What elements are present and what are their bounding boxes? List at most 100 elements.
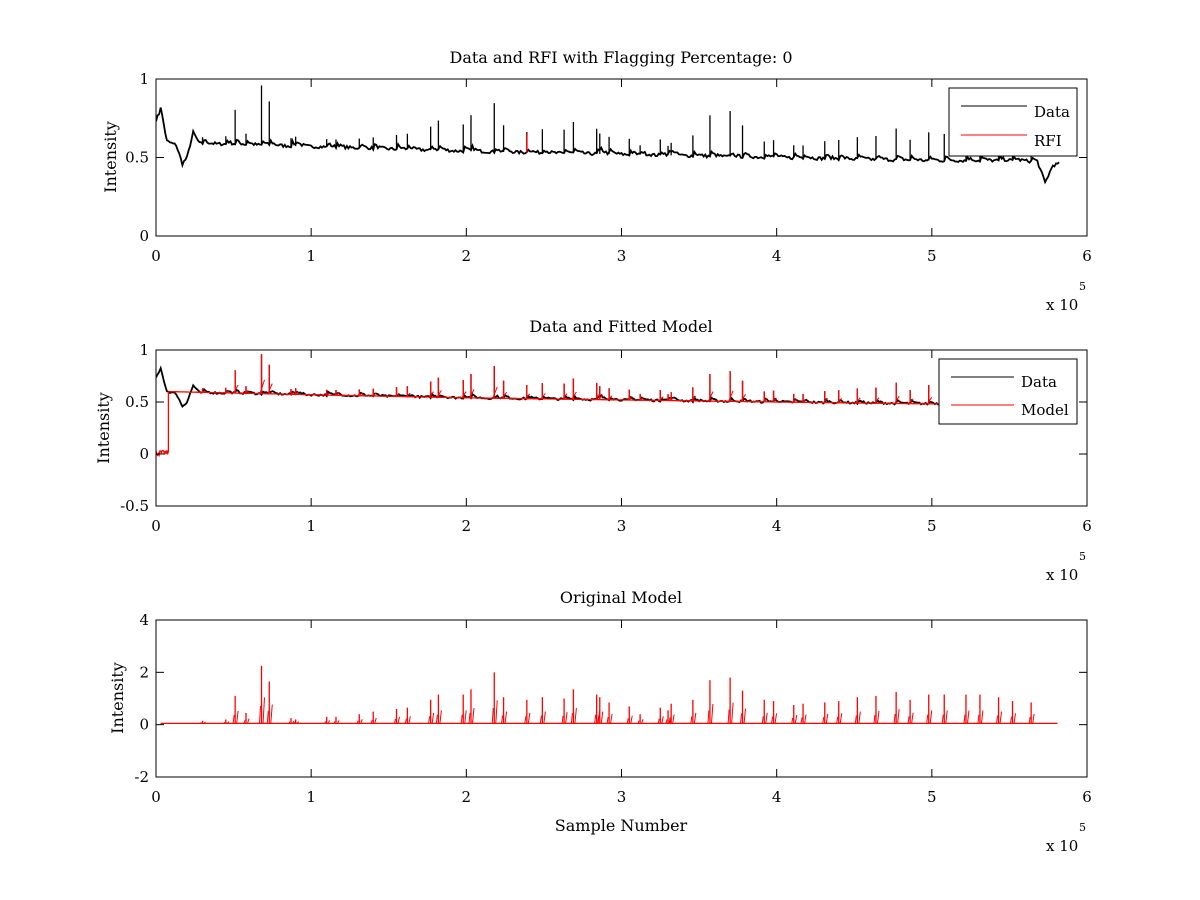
model-spike-shoulder xyxy=(504,711,508,724)
plot-area xyxy=(156,354,948,458)
panel-data-and-fitted-model: Data and Fitted Model 0 1 2 3 4 5 6-0.500.51 I… xyxy=(94,317,1092,584)
model-spike-shoulder xyxy=(740,713,743,724)
model-spike-shoulder xyxy=(929,710,933,724)
y-tick-label: 0 xyxy=(139,227,149,245)
model-spike-shoulder xyxy=(839,713,843,724)
model-spike-shoulder xyxy=(394,718,396,724)
model-spike-shoulder xyxy=(1010,716,1013,724)
model-spike-shoulder xyxy=(966,710,970,724)
model-spike-shoulder xyxy=(428,716,431,724)
legend: Data Model xyxy=(938,358,1078,425)
model-spike-shoulder xyxy=(693,712,697,724)
y-tick-label: 0.5 xyxy=(125,393,149,411)
model-spike-shoulder xyxy=(876,710,880,724)
model-spike-shoulder xyxy=(200,722,202,724)
x-multiplier-exponent: 5 xyxy=(1079,280,1086,293)
model-spike-shoulder xyxy=(337,720,340,724)
model-spike-shoulder xyxy=(371,392,377,397)
model-spike-shoulder xyxy=(565,712,568,724)
model-spike-shoulder xyxy=(539,715,542,724)
x-tick-label: 0 xyxy=(151,517,161,535)
model-spike-shoulder xyxy=(626,718,629,724)
series-group xyxy=(156,85,1060,185)
model-spike-shoulder xyxy=(244,390,250,394)
model-spike-shoulder xyxy=(324,392,330,396)
model-spike-shoulder xyxy=(627,395,633,401)
model-spike-shoulder xyxy=(854,715,857,724)
model-spike-shoulder xyxy=(641,719,644,724)
model-spike-shoulder xyxy=(804,714,807,724)
model-spike-shoulder xyxy=(495,700,498,724)
y-tick-label: 1 xyxy=(139,70,149,88)
model-spike-shoulder xyxy=(690,716,693,724)
model-spike-shoulder xyxy=(996,715,999,724)
model-spike-shoulder xyxy=(247,718,250,724)
axes-box xyxy=(155,619,1088,778)
model-spike-shoulder xyxy=(594,714,597,724)
model-spike-shoulder xyxy=(836,716,839,724)
x-tick-label: 6 xyxy=(1082,247,1092,265)
model-spike-shoulder xyxy=(727,709,730,724)
model-spike-shoulder xyxy=(431,712,435,724)
x-tick-label: 5 xyxy=(927,247,937,265)
x-multiplier-base: x 10 xyxy=(1046,296,1078,314)
model-spike-shoulder xyxy=(259,379,265,394)
model-spike-shoulder xyxy=(288,721,291,724)
x-axis-label: Sample Number xyxy=(555,816,688,835)
model-spike-shoulder xyxy=(771,397,777,403)
model-spike-shoulder xyxy=(293,721,296,724)
model-spike-shoulder xyxy=(669,397,675,402)
data-series-line xyxy=(156,107,1060,185)
x-tick-label: 3 xyxy=(617,247,627,265)
model-spike-shoulder xyxy=(874,397,880,404)
model-spike-shoulder xyxy=(771,716,774,724)
x-tick-label: 1 xyxy=(306,517,316,535)
model-spike-shoulder xyxy=(226,721,230,724)
model-spike-shoulder xyxy=(570,713,573,724)
x-tick-label: 3 xyxy=(617,517,627,535)
model-spike-shoulder xyxy=(999,711,1003,724)
model-spike-shoulder xyxy=(822,716,825,724)
model-spike-shoulder xyxy=(356,720,359,724)
x-tick-label: 2 xyxy=(462,788,472,806)
model-spike-shoulder xyxy=(1013,713,1017,724)
model-spike-shoulder xyxy=(460,714,463,724)
model-spike-shoulder xyxy=(232,715,235,724)
model-spike-shoulder xyxy=(762,397,768,403)
model-spike-shoulder xyxy=(597,715,600,724)
model-spike-shoulder xyxy=(428,391,435,398)
model-spike-shoulder xyxy=(405,392,411,398)
model-spike-shoulder xyxy=(233,384,239,394)
model-spike-shoulder xyxy=(574,708,577,724)
panel-title: Data and Fitted Model xyxy=(529,317,712,336)
model-spike-shoulder xyxy=(707,710,710,724)
model-spike-shoulder xyxy=(562,393,568,400)
model-spike-shoulder xyxy=(270,704,273,724)
model-spike-shoulder xyxy=(296,721,300,724)
model-spike-shoulder xyxy=(980,710,984,724)
model-spike-shoulder xyxy=(836,398,843,404)
model-spike-shoulder xyxy=(610,713,613,724)
model-spike-shoulder xyxy=(223,721,226,724)
model-spike-shoulder xyxy=(397,716,400,724)
model-spike-shoulder xyxy=(501,391,507,399)
x-tick-label: 5 xyxy=(927,788,937,806)
y-tick-label: 4 xyxy=(139,611,149,629)
model-spike-shoulder xyxy=(236,710,239,724)
model-spike-shoulder xyxy=(963,714,966,724)
model-spike-shoulder xyxy=(893,713,896,724)
model-spike-shoulder xyxy=(1028,716,1031,724)
model-spike-shoulder xyxy=(668,717,671,724)
model-spike-shoulder xyxy=(657,718,660,724)
y-tick-label: 2 xyxy=(139,663,149,681)
y-tick-label: 0 xyxy=(139,716,149,734)
model-spike-shoulder xyxy=(259,706,262,724)
model-spike-shoulder xyxy=(894,395,900,404)
model-spike-shoulder xyxy=(941,714,944,724)
x-tick-label: 0 xyxy=(151,247,161,265)
x-axis-multiplier: x 10 xyxy=(1046,566,1078,584)
model-spike-shoulder xyxy=(658,396,664,401)
